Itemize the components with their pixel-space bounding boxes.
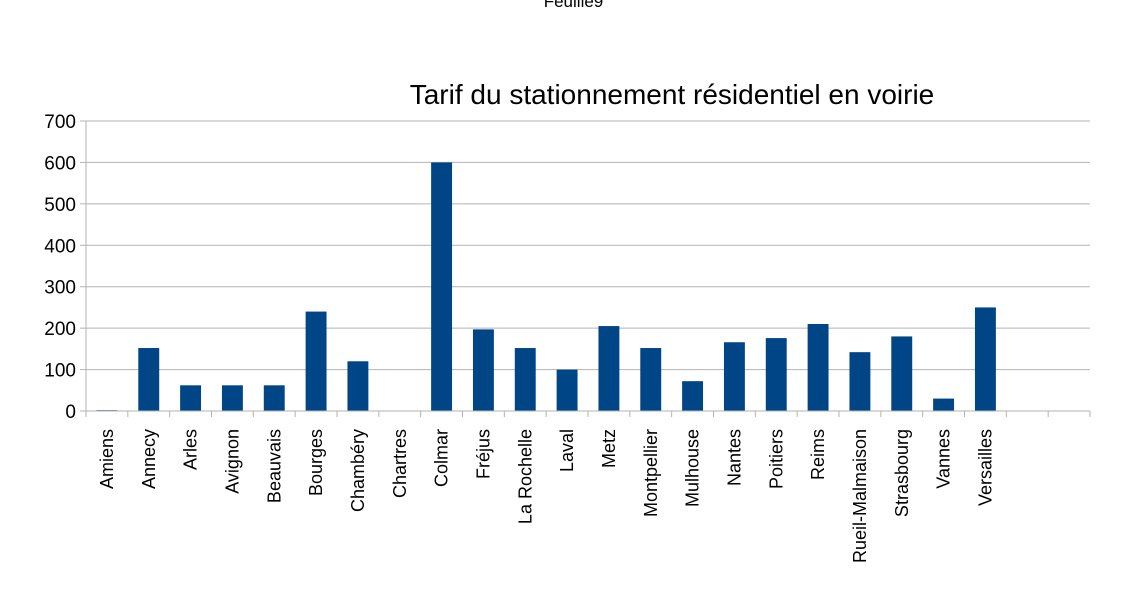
x-tick-label: Poitiers	[766, 429, 786, 489]
bar	[849, 352, 871, 411]
bar	[640, 348, 662, 411]
y-tick-label: 200	[44, 319, 76, 340]
x-tick-label: Chambéry	[348, 429, 368, 512]
bar	[556, 369, 578, 411]
bar	[472, 329, 494, 411]
y-tick-label: 500	[44, 195, 76, 216]
x-tick-label: La Rochelle	[515, 429, 535, 524]
bar	[138, 348, 160, 411]
bar	[221, 385, 243, 411]
bar	[431, 162, 453, 411]
x-tick-label: Metz	[599, 429, 619, 468]
x-tick-label: Bourges	[306, 429, 326, 496]
bar	[305, 311, 327, 411]
x-tick-label: Colmar	[432, 429, 452, 487]
gridlines	[86, 120, 1090, 412]
x-tick-label: Beauvais	[264, 429, 284, 503]
y-tick-label: 100	[44, 361, 76, 382]
x-tick-label: Fréjus	[473, 429, 493, 479]
x-tick-label: Mulhouse	[683, 429, 703, 507]
bar	[891, 336, 913, 411]
x-tick-label: Montpellier	[641, 429, 661, 517]
labels: 0 100 200 300 400 500 600 700 Amiens Annecy Arles A…	[44, 112, 995, 563]
x-tick-label: Amiens	[97, 429, 117, 489]
bar	[180, 385, 202, 411]
y-tick-label: 0	[65, 402, 76, 423]
bar	[598, 326, 620, 411]
x-tick-label: Rueil-Malmaison	[850, 429, 870, 563]
bar	[765, 338, 787, 411]
axes	[80, 120, 1091, 417]
x-tick-label: Reims	[808, 429, 828, 480]
bar	[974, 307, 996, 411]
x-tick-label: Vannes	[934, 429, 954, 489]
bar	[347, 361, 369, 411]
bar	[682, 381, 704, 411]
bar	[723, 342, 745, 411]
x-tick-label: Avignon	[222, 429, 242, 494]
x-tick-label: Laval	[557, 429, 577, 472]
sheet-title: Feuille9	[543, 0, 604, 11]
x-tick-label: Nantes	[724, 429, 744, 486]
x-tick-label: Arles	[181, 429, 201, 470]
bars	[96, 162, 996, 411]
x-tick-label: Strasbourg	[892, 429, 912, 517]
bar	[807, 324, 829, 411]
bar	[263, 385, 285, 411]
bar	[514, 348, 536, 411]
bar	[933, 398, 955, 411]
y-tick-label: 700	[44, 112, 76, 133]
chart-title: Tarif du stationnement résidentiel en vo…	[410, 79, 935, 110]
y-tick-label: 300	[44, 278, 76, 299]
x-tick-label: Chartres	[390, 429, 410, 498]
y-tick-label: 400	[44, 236, 76, 257]
x-tick-label: Versailles	[975, 429, 995, 506]
y-tick-label: 600	[44, 153, 76, 174]
x-tick-label: Annecy	[139, 429, 159, 489]
